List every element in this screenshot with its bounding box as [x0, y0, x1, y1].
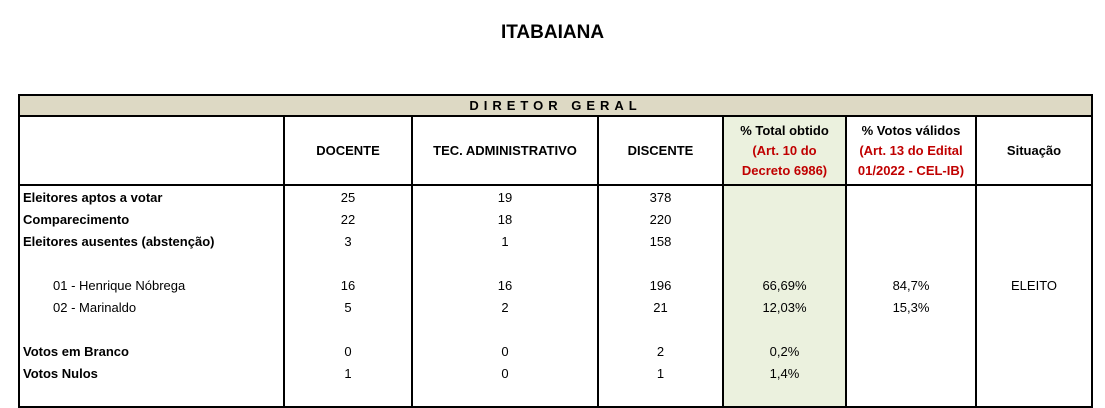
cell-situacao: ELEITO: [974, 274, 1094, 296]
cell-label: 01 - Henrique Nóbrega: [18, 274, 285, 296]
cell-validos: [845, 384, 977, 408]
cell-docente: [283, 318, 413, 340]
cell-discente: [597, 318, 724, 340]
cell-docente: 1: [283, 362, 413, 384]
cell-label: [18, 384, 285, 408]
cell-tec: [411, 384, 599, 408]
cell-discente: 2: [597, 340, 724, 362]
cell-label: Eleitores ausentes (abstenção): [18, 230, 285, 252]
cell-validos: [845, 208, 977, 230]
cell-tec: 2: [411, 296, 599, 318]
cell-validos: [845, 362, 977, 384]
cell-tec: 16: [411, 274, 599, 296]
cell-situacao: [974, 384, 1094, 408]
header-discente: DISCENTE: [597, 116, 724, 186]
cell-tec: [411, 318, 599, 340]
cell-validos: [845, 340, 977, 362]
cell-situacao: [974, 340, 1094, 362]
header-total-note1: (Art. 10 do: [752, 142, 817, 158]
cell-discente: [597, 384, 724, 408]
cell-validos: [845, 230, 977, 252]
table-row: Votos em Branco 0 0 2 0,2%: [18, 340, 1094, 362]
cell-validos: [845, 318, 977, 340]
cell-label: [18, 318, 285, 340]
cell-total: [722, 318, 847, 340]
header-validos-note1: (Art. 13 do Edital: [859, 142, 963, 158]
table-row: Eleitores aptos a votar 25 19 378: [18, 185, 1094, 208]
cell-discente: [597, 252, 724, 274]
cell-discente: 378: [597, 185, 724, 208]
header-validos-title: % Votos válidos: [861, 122, 961, 138]
header-docente: DOCENTE: [283, 116, 413, 186]
spacer-row: [18, 318, 1094, 340]
table-row: 01 - Henrique Nóbrega 16 16 196 66,69% 84,7% E…: [18, 274, 1094, 296]
cell-situacao: [974, 208, 1094, 230]
table-row: 02 - Marinaldo 5 2 21 12,03% 15,3%: [18, 296, 1094, 318]
cell-validos: [845, 185, 977, 208]
cell-total: 1,4%: [722, 362, 847, 384]
cell-total: [722, 208, 847, 230]
header-total-title: % Total obtido: [740, 122, 829, 138]
cell-docente: 5: [283, 296, 413, 318]
cell-label: Comparecimento: [18, 208, 285, 230]
cell-label: Votos em Branco: [18, 340, 285, 362]
header-empty: [18, 116, 285, 186]
cell-total: 66,69%: [722, 274, 847, 296]
cell-docente: 0: [283, 340, 413, 362]
section-header: DIRETOR GERAL: [17, 94, 1094, 117]
cell-situacao: [974, 296, 1094, 318]
cell-discente: 196: [597, 274, 724, 296]
cell-discente: 21: [597, 296, 724, 318]
cell-tec: 1: [411, 230, 599, 252]
cell-tec: [411, 252, 599, 274]
header-total: % Total obtido (Art. 10 do Decreto 6986): [722, 116, 847, 186]
results-table: DIRETOR GERAL DOCENTE TEC. ADMINISTRATIV…: [17, 94, 1094, 408]
cell-docente: 25: [283, 185, 413, 208]
cell-label: Eleitores aptos a votar: [18, 185, 285, 208]
cell-docente: [283, 252, 413, 274]
cell-situacao: [974, 185, 1094, 208]
cell-label: Votos Nulos: [18, 362, 285, 384]
cell-tec: 19: [411, 185, 599, 208]
cell-label: 02 - Marinaldo: [18, 296, 285, 318]
cell-docente: 3: [283, 230, 413, 252]
cell-total: [722, 384, 847, 408]
spacer-row: [18, 384, 1094, 408]
cell-docente: [283, 384, 413, 408]
header-tec: TEC. ADMINISTRATIVO: [411, 116, 599, 186]
cell-total: [722, 185, 847, 208]
cell-total: [722, 252, 847, 274]
table-row: Comparecimento 22 18 220: [18, 208, 1094, 230]
cell-discente: 158: [597, 230, 724, 252]
table-row: Votos Nulos 1 0 1 1,4%: [18, 362, 1094, 384]
cell-situacao: [974, 318, 1094, 340]
cell-tec: 0: [411, 362, 599, 384]
cell-total: 0,2%: [722, 340, 847, 362]
header-row: DOCENTE TEC. ADMINISTRATIVO DISCENTE % T…: [18, 116, 1094, 186]
cell-situacao: [974, 362, 1094, 384]
cell-docente: 22: [283, 208, 413, 230]
spacer-row: [18, 252, 1094, 274]
table-row: Eleitores ausentes (abstenção) 3 1 158: [18, 230, 1094, 252]
cell-validos: [845, 252, 977, 274]
cell-discente: 220: [597, 208, 724, 230]
cell-tec: 0: [411, 340, 599, 362]
cell-validos: 84,7%: [845, 274, 977, 296]
cell-situacao: [974, 252, 1094, 274]
page-title: ITABAIANA: [500, 22, 605, 43]
header-validos-note2: 01/2022 - CEL-IB): [857, 162, 965, 178]
cell-total: 12,03%: [722, 296, 847, 318]
cell-total: [722, 230, 847, 252]
header-validos: % Votos válidos (Art. 13 do Edital 01/2022…: [845, 116, 977, 186]
cell-situacao: [974, 230, 1094, 252]
cell-validos: 15,3%: [845, 296, 977, 318]
header-total-note2: Decreto 6986): [741, 162, 828, 178]
cell-docente: 16: [283, 274, 413, 296]
cell-tec: 18: [411, 208, 599, 230]
header-situacao: Situação: [974, 116, 1094, 186]
cell-label: [18, 252, 285, 274]
cell-discente: 1: [597, 362, 724, 384]
